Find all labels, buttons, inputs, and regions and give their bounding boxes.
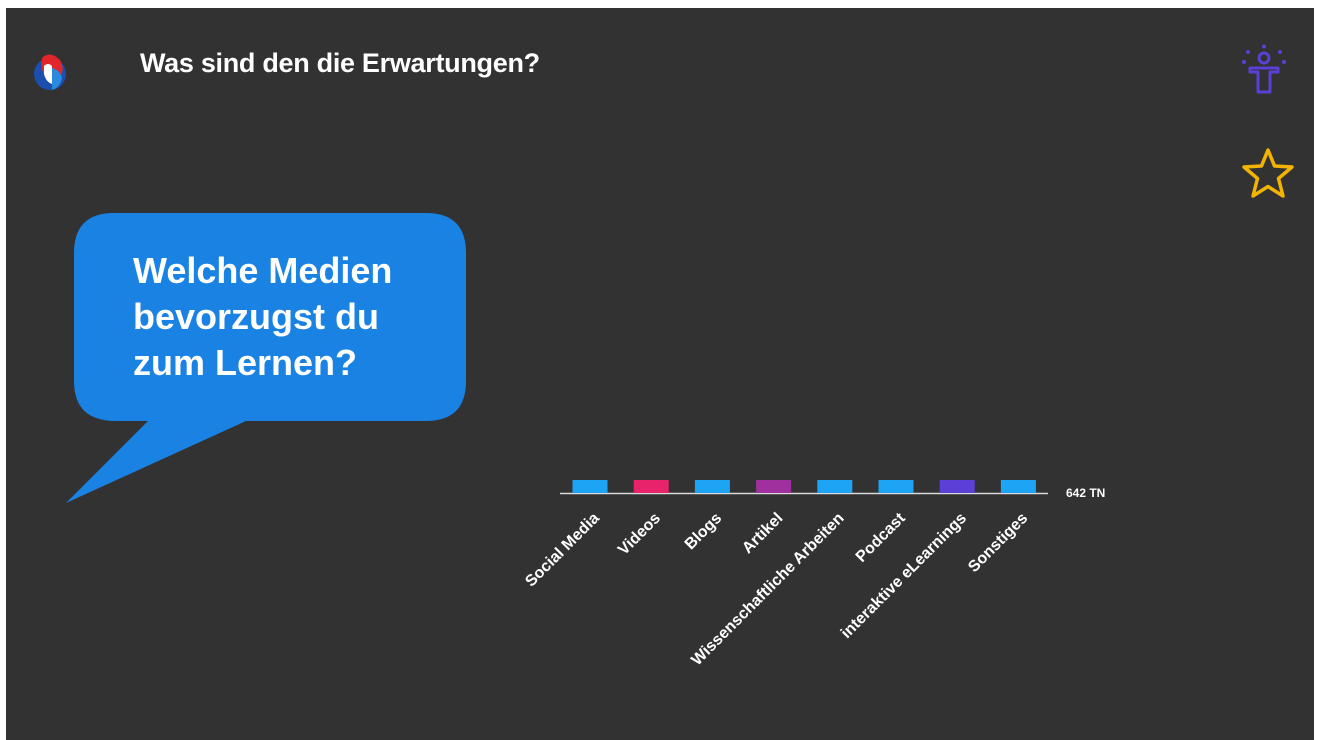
swisscom-logo <box>34 54 66 90</box>
speech-bubble <box>66 213 466 503</box>
bar-podcast <box>878 480 914 493</box>
question-text: Welche Medien bevorzugst du zum Lernen? <box>133 250 393 383</box>
bar-artikel <box>756 480 792 493</box>
bar-blogs <box>694 480 730 493</box>
participant-count-label: 642 TN <box>1066 486 1105 500</box>
page-title: Was sind den die Erwartungen? <box>140 48 540 78</box>
bar-chart: Social Media Videos Blogs ArtikelWissenscha… <box>522 480 1105 669</box>
category-label: Artikel <box>739 510 786 557</box>
category-label: Videos <box>615 510 664 559</box>
category-label: Social Media <box>522 510 603 591</box>
bar-social-media <box>572 480 608 493</box>
category-label: Podcast <box>853 509 910 566</box>
bar-videos <box>633 480 669 493</box>
bar-wissenschaftliche-arbeiten <box>817 480 853 493</box>
presenter-icon[interactable] <box>1240 44 1288 96</box>
bar-interaktive-elearnings <box>939 480 975 493</box>
slide: Was sind den die Erwartungen? Welche Med… <box>6 8 1314 740</box>
category-label: interaktive eLearnings <box>838 510 970 642</box>
bar-sonstiges <box>1000 480 1036 493</box>
category-label: Sonstiges <box>965 510 1031 576</box>
category-label: Blogs <box>682 510 726 554</box>
star-icon[interactable] <box>1240 146 1296 202</box>
